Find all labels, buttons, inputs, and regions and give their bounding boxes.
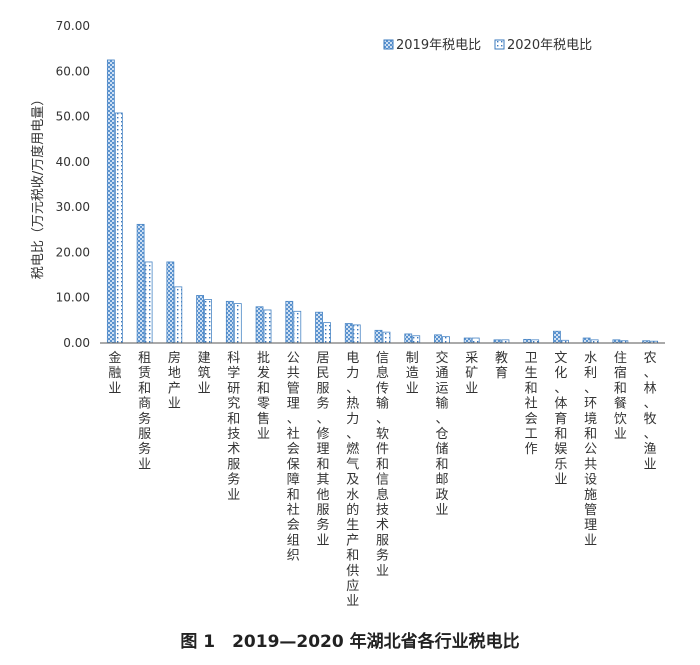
bar-2019 [136, 223, 145, 344]
x-category-label: 批发和零售业 [257, 351, 270, 442]
bar-2019 [404, 333, 413, 344]
bar-2020 [382, 331, 391, 344]
bar-2019 [106, 59, 115, 344]
x-category-label: 卫生和社会工作 [525, 351, 538, 457]
y-tick-label: 50.00 [56, 110, 90, 124]
x-category-label: 房地产业 [168, 350, 181, 412]
bar-2020 [442, 336, 450, 344]
x-category-label: 信息传输、软件和信息技术服务业 [376, 351, 389, 579]
legend-swatch-2020 [494, 39, 505, 50]
bar-2020 [144, 261, 153, 344]
y-tick-label: 30.00 [56, 200, 90, 214]
y-tick-label: 20.00 [56, 245, 90, 259]
legend-label-2019: 2019年税电比 [396, 38, 481, 53]
bar-2019 [434, 334, 442, 344]
bar-2019 [315, 311, 323, 344]
x-category-label: 文化、体育和娱乐业 [554, 351, 567, 488]
bar-2019 [285, 300, 294, 344]
bars [106, 59, 659, 344]
bar-2020 [263, 309, 272, 344]
x-category-label: 教育 [495, 350, 508, 381]
bar-2019 [582, 337, 591, 344]
bar-2019 [255, 306, 264, 344]
bar-2020 [323, 322, 331, 344]
x-category-label: 电力、热力、燃气及水的生产和供应业 [346, 351, 359, 609]
y-axis-tick-labels: 0.00 10.00 20.00 30.00 40.00 50.00 60.00 70.00 [56, 19, 90, 350]
bar-2019 [553, 330, 561, 344]
y-tick-label: 70.00 [56, 19, 90, 33]
y-tick-label: 0.00 [63, 336, 90, 350]
bar-2019 [463, 337, 472, 344]
bar-chart: 0.0010.0020.0030.0040.0050.0060.0070.00 … [30, 19, 665, 609]
bar-2019 [523, 338, 532, 344]
bar-2019 [166, 261, 175, 344]
y-tick-label: 60.00 [56, 64, 90, 78]
bar-2020 [204, 299, 212, 344]
bar-2020 [233, 303, 242, 344]
x-category-label: 居民服务、修理和其他服务业 [317, 351, 330, 548]
x-category-label: 租赁和商务服务业 [138, 351, 151, 472]
y-axis-title: 税电比（万元税收/万度用电量） [30, 93, 46, 279]
x-category-label: 住宿和餐饮业 [614, 351, 627, 442]
x-category-label: 公共管理、社会保障和社会组织 [287, 351, 300, 564]
x-category-label: 采矿业 [465, 351, 478, 396]
bar-2019 [344, 323, 353, 344]
bar-2019 [196, 295, 204, 344]
x-category-label: 科学研究和技术服务业 [227, 351, 240, 503]
bar-2020 [471, 337, 480, 344]
bar-2020 [293, 310, 302, 344]
figure-caption: 图 1 2019—2020 年湖北省各行业税电比 [180, 632, 520, 652]
x-category-label: 水利、环境和公共设施管理业 [584, 351, 597, 548]
bar-2019 [374, 329, 383, 344]
bar-2019 [225, 300, 234, 344]
x-category-label: 金融业 [108, 350, 121, 396]
bar-2020 [412, 335, 421, 344]
legend: 2019年税电比 2020年税电比 [383, 38, 592, 53]
x-category-label: 建筑业 [198, 351, 211, 396]
legend-label-2020: 2020年税电比 [507, 38, 592, 53]
legend-swatch-2019 [383, 39, 394, 50]
y-tick-label: 40.00 [56, 155, 90, 169]
x-category-label: 制造业 [406, 351, 419, 396]
x-axis-category-labels: 金融业 租赁和商务服务业 房地产业 建筑业 科学研究和技术服务业 批发和零售业 公共管理、社… [108, 350, 656, 609]
y-tick-label: 10.00 [56, 291, 90, 305]
bar-2020 [114, 112, 123, 344]
bar-2020 [352, 324, 361, 344]
x-category-label: 交通运输、仓储和邮政业 [435, 350, 448, 518]
x-category-label: 农、林、牧、渔业 [644, 351, 657, 472]
bar-2020 [174, 286, 183, 344]
